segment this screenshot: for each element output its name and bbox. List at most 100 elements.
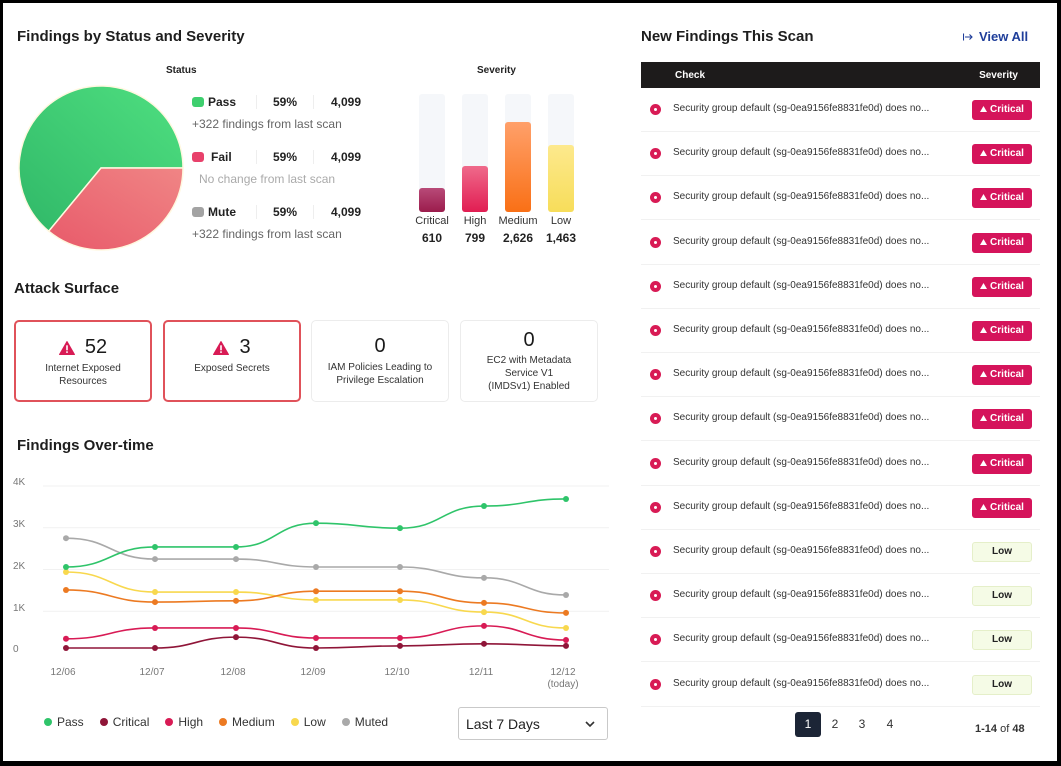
data-point-muted[interactable] (152, 556, 158, 563)
check-text[interactable]: Security group default (sg-0ea9156fe8831… (673, 191, 930, 203)
data-point-medium[interactable] (563, 609, 569, 616)
card-iam-policies[interactable]: 0 IAM Policies Leading to Privilege Esca… (311, 320, 449, 402)
mute-swatch-icon (192, 207, 204, 217)
data-point-pass[interactable] (397, 525, 403, 532)
table-row[interactable]: Security group default (sg-0ea9156fe8831… (641, 176, 1040, 221)
data-point-low[interactable] (397, 596, 403, 603)
data-point-high[interactable] (397, 634, 403, 641)
data-point-pass[interactable] (481, 503, 487, 510)
data-point-pass[interactable] (152, 543, 158, 550)
page-4-button[interactable]: 4 (886, 717, 894, 731)
table-row[interactable]: Security group default (sg-0ea9156fe8831… (641, 132, 1040, 177)
table-row[interactable]: Security group default (sg-0ea9156fe8831… (641, 353, 1040, 398)
severity-label: Low (992, 546, 1012, 557)
data-point-critical[interactable] (63, 644, 69, 651)
data-point-critical[interactable] (397, 642, 403, 649)
data-point-medium[interactable] (313, 588, 319, 595)
legend-item-low[interactable]: Low (290, 715, 326, 729)
check-text[interactable]: Security group default (sg-0ea9156fe8831… (673, 500, 930, 512)
data-point-pass[interactable] (233, 543, 239, 550)
data-point-low[interactable] (233, 589, 239, 596)
data-point-critical[interactable] (481, 640, 487, 647)
legend-item-pass[interactable]: Pass (44, 715, 84, 729)
table-row[interactable]: Security group default (sg-0ea9156fe8831… (641, 221, 1040, 265)
new-findings-title: New Findings This Scan (641, 28, 814, 45)
page-2-button[interactable]: 2 (831, 717, 839, 731)
column-check[interactable]: Check (675, 70, 706, 81)
table-row[interactable]: Security group default (sg-0ea9156fe8831… (641, 530, 1040, 574)
check-text[interactable]: Security group default (sg-0ea9156fe8831… (673, 279, 930, 291)
data-point-high[interactable] (481, 622, 487, 629)
y-tick: 3K (13, 519, 26, 530)
pie-slice-pass[interactable] (18, 85, 184, 233)
status-fail-icon (650, 678, 661, 690)
check-text[interactable]: Security group default (sg-0ea9156fe8831… (673, 456, 930, 468)
card-exposed-secrets[interactable]: 3 Exposed Secrets (163, 320, 301, 402)
check-text[interactable]: Security group default (sg-0ea9156fe8831… (673, 324, 930, 335)
table-row[interactable]: Security group default (sg-0ea9156fe8831… (641, 618, 1040, 663)
data-point-muted[interactable] (397, 563, 403, 570)
data-point-high[interactable] (563, 637, 569, 644)
pie-slice-fail[interactable] (47, 167, 184, 251)
data-point-muted[interactable] (313, 563, 319, 570)
data-point-low[interactable] (563, 624, 569, 631)
data-point-medium[interactable] (152, 599, 158, 606)
card-internet-exposed[interactable]: 52 Internet Exposed Resources (14, 320, 152, 402)
data-point-low[interactable] (152, 589, 158, 596)
time-range-select[interactable]: Last 7 Days (458, 707, 608, 740)
severity-name: Low (550, 215, 572, 227)
data-point-medium[interactable] (233, 597, 239, 604)
legend-item-critical[interactable]: Critical (99, 715, 149, 729)
data-point-pass[interactable] (313, 520, 319, 527)
data-point-critical[interactable] (313, 644, 319, 651)
check-text[interactable]: Security group default (sg-0ea9156fe8831… (673, 412, 930, 424)
data-point-critical[interactable] (563, 642, 569, 649)
data-point-critical[interactable] (233, 634, 239, 641)
data-point-medium[interactable] (63, 586, 69, 593)
data-point-low[interactable] (481, 609, 487, 616)
data-point-high[interactable] (63, 635, 69, 642)
page-3-button[interactable]: 3 (858, 717, 866, 731)
data-point-muted[interactable] (233, 556, 239, 563)
table-row[interactable]: Security group default (sg-0ea9156fe8831… (641, 309, 1040, 353)
table-row[interactable]: Security group default (sg-0ea9156fe8831… (641, 397, 1040, 442)
data-point-high[interactable] (152, 624, 158, 631)
data-point-muted[interactable] (481, 574, 487, 581)
table-row[interactable]: Security group default (sg-0ea9156fe8831… (641, 574, 1040, 619)
x-tick: 12/08 (220, 667, 246, 678)
severity-bar-chart: Critical 610 High 799 Medium 2,626 Low 1… (408, 94, 588, 254)
data-point-low[interactable] (63, 569, 69, 576)
legend-item-muted[interactable]: Muted (341, 715, 388, 729)
check-text[interactable]: Security group default (sg-0ea9156fe8831… (673, 677, 930, 689)
severity-label: Critical (990, 501, 1024, 513)
check-text[interactable]: Security group default (sg-0ea9156fe8831… (673, 368, 930, 380)
check-text[interactable]: Security group default (sg-0ea9156fe8831… (673, 103, 930, 114)
check-text[interactable]: Security group default (sg-0ea9156fe8831… (673, 147, 930, 159)
legend-item-high[interactable]: High (165, 715, 203, 729)
check-text[interactable]: Security group default (sg-0ea9156fe8831… (673, 589, 930, 601)
data-point-medium[interactable] (397, 588, 403, 595)
data-point-pass[interactable] (563, 495, 569, 502)
data-point-pass[interactable] (63, 563, 69, 570)
data-point-high[interactable] (233, 624, 239, 631)
check-text[interactable]: Security group default (sg-0ea9156fe8831… (673, 235, 930, 247)
check-text[interactable]: Security group default (sg-0ea9156fe8831… (673, 633, 930, 645)
data-point-critical[interactable] (152, 644, 158, 651)
table-row[interactable]: Security group default (sg-0ea9156fe8831… (641, 486, 1040, 530)
data-point-muted[interactable] (63, 535, 69, 542)
series-line-pass[interactable] (65, 498, 567, 568)
data-point-medium[interactable] (481, 599, 487, 606)
table-row[interactable]: Security group default (sg-0ea9156fe8831… (641, 663, 1040, 707)
data-point-muted[interactable] (563, 591, 569, 598)
view-all-link[interactable]: View All (963, 29, 1028, 44)
data-point-high[interactable] (313, 634, 319, 641)
table-row[interactable]: Security group default (sg-0ea9156fe8831… (641, 265, 1040, 309)
page-1-button[interactable]: 1 (795, 712, 821, 737)
data-point-low[interactable] (313, 596, 319, 603)
table-row[interactable]: Security group default (sg-0ea9156fe8831… (641, 88, 1040, 132)
check-text[interactable]: Security group default (sg-0ea9156fe8831… (673, 545, 930, 556)
table-row[interactable]: Security group default (sg-0ea9156fe8831… (641, 442, 1040, 486)
card-ec2-imdsv1[interactable]: 0 EC2 with Metadata Service V1 (IMDSv1) … (460, 320, 598, 402)
column-severity[interactable]: Severity (979, 70, 1018, 81)
legend-item-medium[interactable]: Medium (219, 715, 275, 729)
